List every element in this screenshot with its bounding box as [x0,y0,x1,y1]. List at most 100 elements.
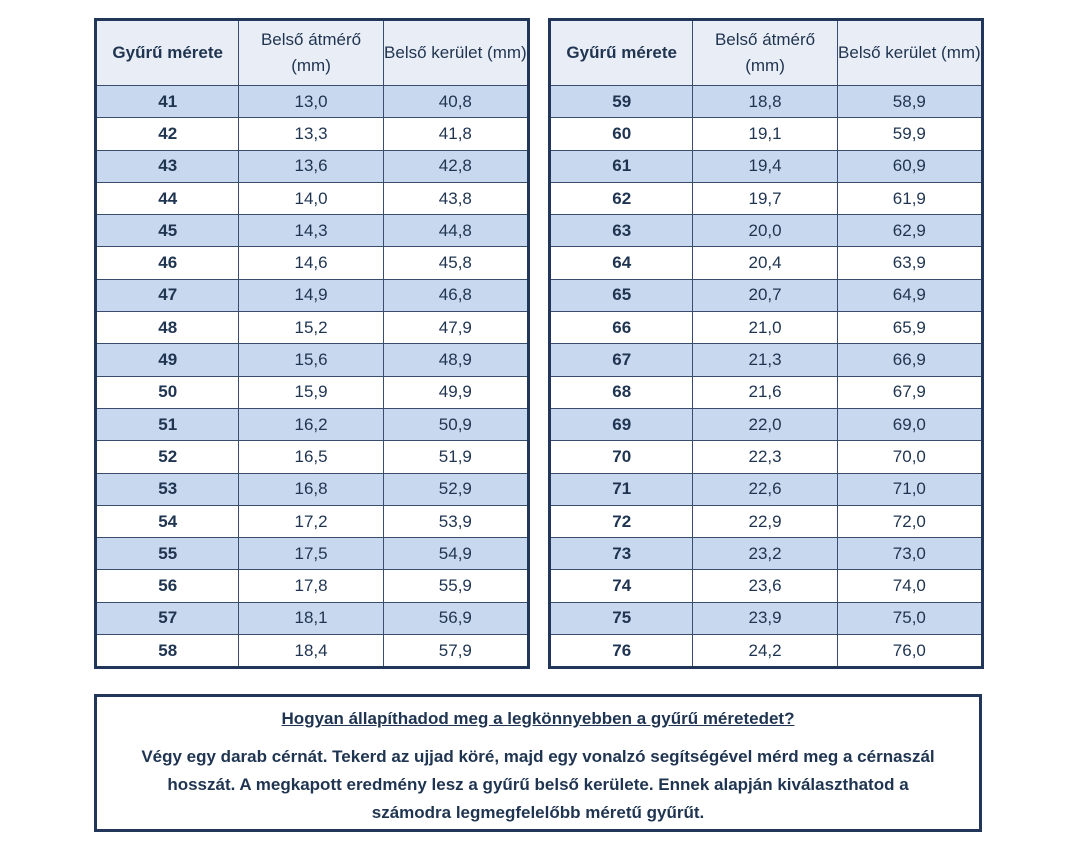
table-row: 61 19,4 60,9 [548,149,984,183]
ring-size-cell: 61 [548,149,694,183]
ring-size-cell: 43 [94,149,240,183]
table-row: 64 20,4 63,9 [548,246,984,280]
ring-size-table-left: Gyűrű mérete Belső átmérő (mm) Belső ker… [94,18,530,670]
inner-circumference-cell: 59,9 [836,117,984,151]
inner-circumference-cell: 43,8 [382,181,530,216]
table-row: 65 20,7 64,9 [548,278,984,313]
inner-diameter-cell: 22,6 [692,472,838,506]
ring-size-cell: 49 [94,343,240,377]
inner-circumference-cell: 41,8 [382,117,530,151]
ring-size-cell: 74 [548,569,694,603]
inner-circumference-cell: 61,9 [836,181,984,216]
inner-circumference-cell: 49,9 [382,375,530,409]
inner-diameter-cell: 23,6 [692,569,838,603]
inner-diameter-cell: 21,0 [692,311,838,345]
ring-size-cell: 72 [548,504,694,539]
ring-size-cell: 52 [94,440,240,474]
table-row: 41 13,0 40,8 [94,84,530,119]
inner-diameter-cell: 18,1 [238,601,384,636]
inner-diameter-cell: 20,7 [692,278,838,313]
inner-circumference-cell: 45,8 [382,246,530,280]
inner-diameter-cell: 15,9 [238,375,384,409]
inner-diameter-cell: 14,6 [238,246,384,280]
inner-diameter-cell: 22,9 [692,504,838,539]
header-ring-size: Gyűrű mérete [94,19,240,86]
inner-circumference-cell: 62,9 [836,214,984,248]
ring-size-cell: 64 [548,246,694,280]
inner-circumference-cell: 46,8 [382,278,530,313]
table-row: 52 16,5 51,9 [94,440,530,474]
table-row: 71 22,6 71,0 [548,472,984,506]
ring-size-cell: 54 [94,504,240,539]
header-inner-diameter: Belső átmérő (mm) [692,19,838,86]
table-row: 54 17,2 53,9 [94,504,530,539]
inner-diameter-cell: 16,8 [238,472,384,506]
table-row: 53 16,8 52,9 [94,472,530,506]
inner-diameter-cell: 23,9 [692,601,838,636]
inner-circumference-cell: 63,9 [836,246,984,280]
header-inner-diameter: Belső átmérő (mm) [238,19,384,86]
inner-diameter-cell: 22,0 [692,407,838,442]
inner-diameter-cell: 15,2 [238,311,384,345]
ring-size-cell: 71 [548,472,694,506]
inner-circumference-cell: 56,9 [382,601,530,636]
table-row: 75 23,9 75,0 [548,601,984,636]
ring-size-cell: 47 [94,278,240,313]
inner-circumference-cell: 47,9 [382,311,530,345]
inner-diameter-cell: 14,0 [238,181,384,216]
table-row: 72 22,9 72,0 [548,504,984,539]
inner-circumference-cell: 55,9 [382,569,530,603]
inner-circumference-cell: 54,9 [382,537,530,571]
ring-size-cell: 70 [548,440,694,474]
ring-size-cell: 73 [548,537,694,571]
table-row: 51 16,2 50,9 [94,407,530,442]
table-row: 44 14,0 43,8 [94,181,530,216]
table-row: 47 14,9 46,8 [94,278,530,313]
inner-circumference-cell: 75,0 [836,601,984,636]
inner-circumference-cell: 72,0 [836,504,984,539]
inner-diameter-cell: 14,9 [238,278,384,313]
inner-circumference-cell: 53,9 [382,504,530,539]
ring-size-cell: 53 [94,472,240,506]
inner-circumference-cell: 51,9 [382,440,530,474]
inner-diameter-cell: 19,4 [692,149,838,183]
ring-size-cell: 75 [548,601,694,636]
ring-size-cell: 58 [94,634,240,669]
inner-diameter-cell: 21,3 [692,343,838,377]
ring-size-cell: 67 [548,343,694,377]
table-row: 74 23,6 74,0 [548,569,984,603]
ring-size-cell: 46 [94,246,240,280]
inner-diameter-cell: 13,6 [238,149,384,183]
inner-diameter-cell: 17,8 [238,569,384,603]
header-inner-circumference: Belső kerület (mm) [836,19,984,86]
table-row: 69 22,0 69,0 [548,407,984,442]
table-row: 62 19,7 61,9 [548,181,984,216]
table-row: 70 22,3 70,0 [548,440,984,474]
inner-circumference-cell: 65,9 [836,311,984,345]
ring-size-cell: 44 [94,181,240,216]
header-inner-circumference: Belső kerület (mm) [382,19,530,86]
ring-size-cell: 57 [94,601,240,636]
inner-circumference-cell: 64,9 [836,278,984,313]
table-row: 68 21,6 67,9 [548,375,984,409]
inner-circumference-cell: 66,9 [836,343,984,377]
inner-diameter-cell: 20,4 [692,246,838,280]
ring-size-cell: 60 [548,117,694,151]
header-ring-size: Gyűrű mérete [548,19,694,86]
table-row: 46 14,6 45,8 [94,246,530,280]
table-row: 57 18,1 56,9 [94,601,530,636]
table-row: 67 21,3 66,9 [548,343,984,377]
table-row: 76 24,2 76,0 [548,634,984,669]
inner-diameter-cell: 17,2 [238,504,384,539]
ring-size-cell: 41 [94,84,240,119]
ring-size-cell: 50 [94,375,240,409]
inner-diameter-cell: 24,2 [692,634,838,669]
inner-diameter-cell: 16,5 [238,440,384,474]
inner-diameter-cell: 18,4 [238,634,384,669]
inner-diameter-cell: 20,0 [692,214,838,248]
table-row: 55 17,5 54,9 [94,537,530,571]
inner-diameter-cell: 19,1 [692,117,838,151]
inner-circumference-cell: 70,0 [836,440,984,474]
inner-circumference-cell: 48,9 [382,343,530,377]
inner-circumference-cell: 71,0 [836,472,984,506]
